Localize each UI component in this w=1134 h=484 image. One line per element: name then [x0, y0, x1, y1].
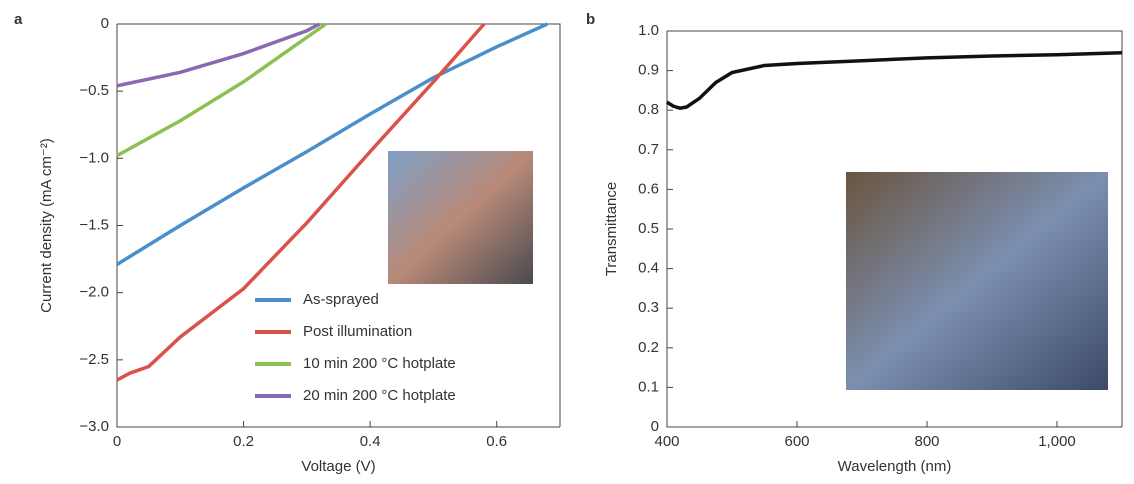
- panel-label: b: [586, 11, 595, 28]
- y-tick-label: −1.0: [79, 149, 109, 166]
- y-tick-label: 1.0: [638, 22, 659, 39]
- inset-photo: [846, 172, 1108, 390]
- y-tick-label: 0.7: [638, 141, 659, 158]
- y-tick-label: −1.5: [79, 216, 109, 233]
- legend-label: 10 min 200 °C hotplate: [303, 355, 456, 372]
- y-tick-label: −0.5: [79, 82, 109, 99]
- y-tick-label: 0.2: [638, 339, 659, 356]
- y-tick-label: −2.0: [79, 284, 109, 301]
- x-tick-label: 400: [654, 433, 679, 450]
- x-tick-label: 0.4: [360, 433, 381, 450]
- data-line: [116, 22, 549, 266]
- x-tick-label: 0: [113, 433, 121, 450]
- inset-photo: [388, 151, 533, 284]
- x-tick-label: 0.2: [233, 433, 254, 450]
- legend-label: 20 min 200 °C hotplate: [303, 387, 456, 404]
- x-tick-label: 1,000: [1038, 433, 1076, 450]
- data-line: [666, 51, 1123, 111]
- data-line: [116, 22, 486, 382]
- y-axis-label: Transmittance: [603, 182, 620, 276]
- y-axis-label: Current density (mA cm⁻²): [38, 138, 55, 313]
- y-tick-label: 0.1: [638, 378, 659, 395]
- y-tick-label: 0.6: [638, 180, 659, 197]
- y-tick-label: 0.8: [638, 101, 659, 118]
- legend-label: As-sprayed: [303, 291, 379, 308]
- data-line: [116, 22, 321, 88]
- panel-label: a: [14, 11, 23, 28]
- x-tick-label: 600: [784, 433, 809, 450]
- x-axis-label: Wavelength (nm): [838, 458, 952, 475]
- y-tick-label: −2.5: [79, 351, 109, 368]
- y-tick-label: 0: [101, 15, 109, 32]
- y-tick-label: −3.0: [79, 418, 109, 435]
- y-tick-label: 0.5: [638, 220, 659, 237]
- x-axis-label: Voltage (V): [301, 458, 375, 475]
- y-tick-label: 0.9: [638, 62, 659, 79]
- legend-label: Post illumination: [303, 323, 412, 340]
- data-line: [116, 22, 327, 158]
- y-tick-label: 0: [651, 418, 659, 435]
- y-tick-label: 0.4: [638, 260, 659, 277]
- x-tick-label: 800: [914, 433, 939, 450]
- y-tick-label: 0.3: [638, 299, 659, 316]
- x-tick-label: 0.6: [486, 433, 507, 450]
